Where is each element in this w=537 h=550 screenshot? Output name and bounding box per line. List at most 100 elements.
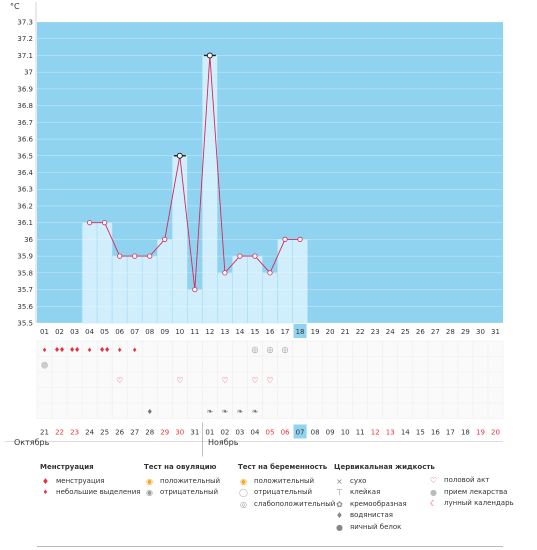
- x-tick-label: 16: [266, 328, 275, 336]
- x-tick-label: 22: [356, 328, 365, 336]
- drop-icon: ♦: [42, 347, 47, 354]
- legend-item: слабоположительный: [254, 499, 336, 508]
- drop-icon: ♦: [104, 346, 110, 354]
- creamy-icon: ❧: [237, 407, 244, 416]
- legend-item: сухо: [350, 476, 367, 485]
- x-tick-label: 24: [386, 328, 395, 336]
- date-label: 18: [461, 429, 470, 437]
- legend-item: кремообразная: [350, 499, 407, 508]
- legend-item: клейкая: [350, 488, 381, 496]
- watery-icon: ♦: [147, 408, 153, 416]
- date-label: 03: [235, 429, 244, 437]
- temperature-point: [237, 253, 243, 259]
- creamy-icon: ❧: [222, 407, 229, 416]
- x-tick-label: 28: [446, 328, 455, 336]
- y-tick-label: 36.4: [17, 169, 33, 177]
- date-label: 11: [356, 429, 365, 437]
- heart-icon: ♡: [116, 376, 123, 385]
- date-label: 15: [416, 429, 425, 437]
- drop-icon: ♦: [117, 347, 122, 354]
- x-tick-label: 12: [205, 328, 214, 336]
- legend-ovulation-title: Тест на овуляцию: [144, 463, 217, 471]
- date-label: 04: [251, 429, 260, 437]
- temperature-point: [147, 253, 153, 259]
- creamy-icon: ❧: [207, 407, 214, 416]
- y-tick-label: 36.5: [17, 152, 33, 160]
- drop-icon: ♦: [41, 476, 50, 486]
- temperature-point: [206, 52, 213, 59]
- heart-icon: ♡: [221, 376, 228, 385]
- pill-icon: ●: [430, 487, 437, 497]
- date-label: 23: [70, 429, 79, 437]
- temperature-bar: [217, 272, 233, 324]
- temperature-bar: [156, 239, 173, 324]
- legend-item: небольшие выделения: [56, 488, 141, 496]
- x-tick-label: 05: [100, 328, 109, 336]
- x-tick-label: 29: [461, 328, 470, 336]
- moon-icon: ☾: [429, 499, 438, 508]
- date-label: 13: [386, 429, 395, 437]
- x-tick-label: 04: [85, 328, 94, 336]
- x-tick-label: 20: [326, 328, 335, 336]
- date-label: 07: [296, 429, 305, 437]
- x-tick-label: 21: [341, 328, 350, 336]
- x-tick-label: 08: [145, 328, 154, 336]
- y-tick-label: 36.9: [17, 85, 33, 93]
- x-tick-label: 26: [416, 328, 425, 336]
- x-tick-label: 14: [235, 328, 244, 336]
- x-tick-label: 06: [115, 328, 124, 336]
- date-label: 19: [476, 429, 485, 437]
- y-tick-label: 36.6: [17, 136, 33, 144]
- x-tick-label: 15: [251, 328, 260, 336]
- x-tick-label: 13: [220, 328, 229, 336]
- date-label: 16: [431, 429, 440, 437]
- legend-ovulation: Тест на овуляцию ◉ положительный ◉ отрицат…: [144, 462, 220, 499]
- pregnancy-positive-icon: ◉: [240, 476, 247, 486]
- y-tick-label: 35.7: [17, 286, 33, 294]
- date-label: 22: [55, 429, 64, 437]
- temperature-point: [176, 152, 183, 159]
- x-tick-label: 10: [175, 328, 184, 336]
- legend-item: прием лекарства: [444, 487, 508, 496]
- temperature-point: [192, 286, 198, 293]
- pregnancy-weak-positive-icon: ◎: [282, 345, 289, 354]
- heart-icon: ♡: [429, 476, 438, 485]
- divider: [37, 546, 503, 547]
- marker-grid: [36, 340, 504, 419]
- temperature-bar: [262, 272, 278, 324]
- current-date-highlight: [293, 424, 307, 439]
- legend-other: ♡ половой акт ● прием лекарства ☾ лунный ка…: [428, 475, 514, 510]
- temperature-point: [222, 270, 228, 276]
- y-axis-label: °C: [10, 2, 20, 11]
- pregnancy-negative-icon: ◯: [239, 488, 248, 497]
- x-tick-label: 30: [476, 328, 485, 336]
- x-tick-label: 19: [311, 328, 320, 336]
- legend-item: отрицательный: [254, 488, 313, 496]
- x-tick-label: 18: [296, 328, 305, 336]
- x-tick-label: 02: [55, 328, 64, 336]
- date-label: 09: [326, 429, 335, 437]
- y-tick-label: 37.1: [17, 52, 33, 60]
- date-label: 31: [190, 429, 199, 437]
- legend-fluid: Цервикальная жидкость × сухо ⊤ клейкая ✿ кр…: [334, 462, 435, 533]
- date-label: 26: [115, 429, 124, 437]
- temperature-point: [297, 236, 303, 242]
- x-tick-label: 27: [431, 328, 440, 336]
- y-tick-label: 36.8: [17, 102, 33, 110]
- y-tick-label: 35.6: [17, 303, 33, 311]
- ovulation-positive-icon: ◉: [146, 476, 153, 486]
- temperature-bar: [292, 239, 308, 324]
- ovulation-negative-icon: ◉: [146, 488, 153, 497]
- date-label: 27: [130, 429, 139, 437]
- x-tick-label: 07: [130, 328, 139, 336]
- legend-item: яичный белок: [350, 522, 402, 531]
- egg-white-icon: ●: [336, 522, 343, 532]
- temperature-point: [102, 220, 108, 226]
- legend-item: лунный календарь: [444, 499, 514, 507]
- date-label: 05: [266, 429, 275, 437]
- legend-menstruation-title: Менструация: [40, 463, 94, 471]
- y-tick-label: 36: [24, 236, 33, 244]
- date-label: 10: [341, 429, 350, 437]
- pregnancy-weak-positive-icon: ◎: [240, 499, 247, 509]
